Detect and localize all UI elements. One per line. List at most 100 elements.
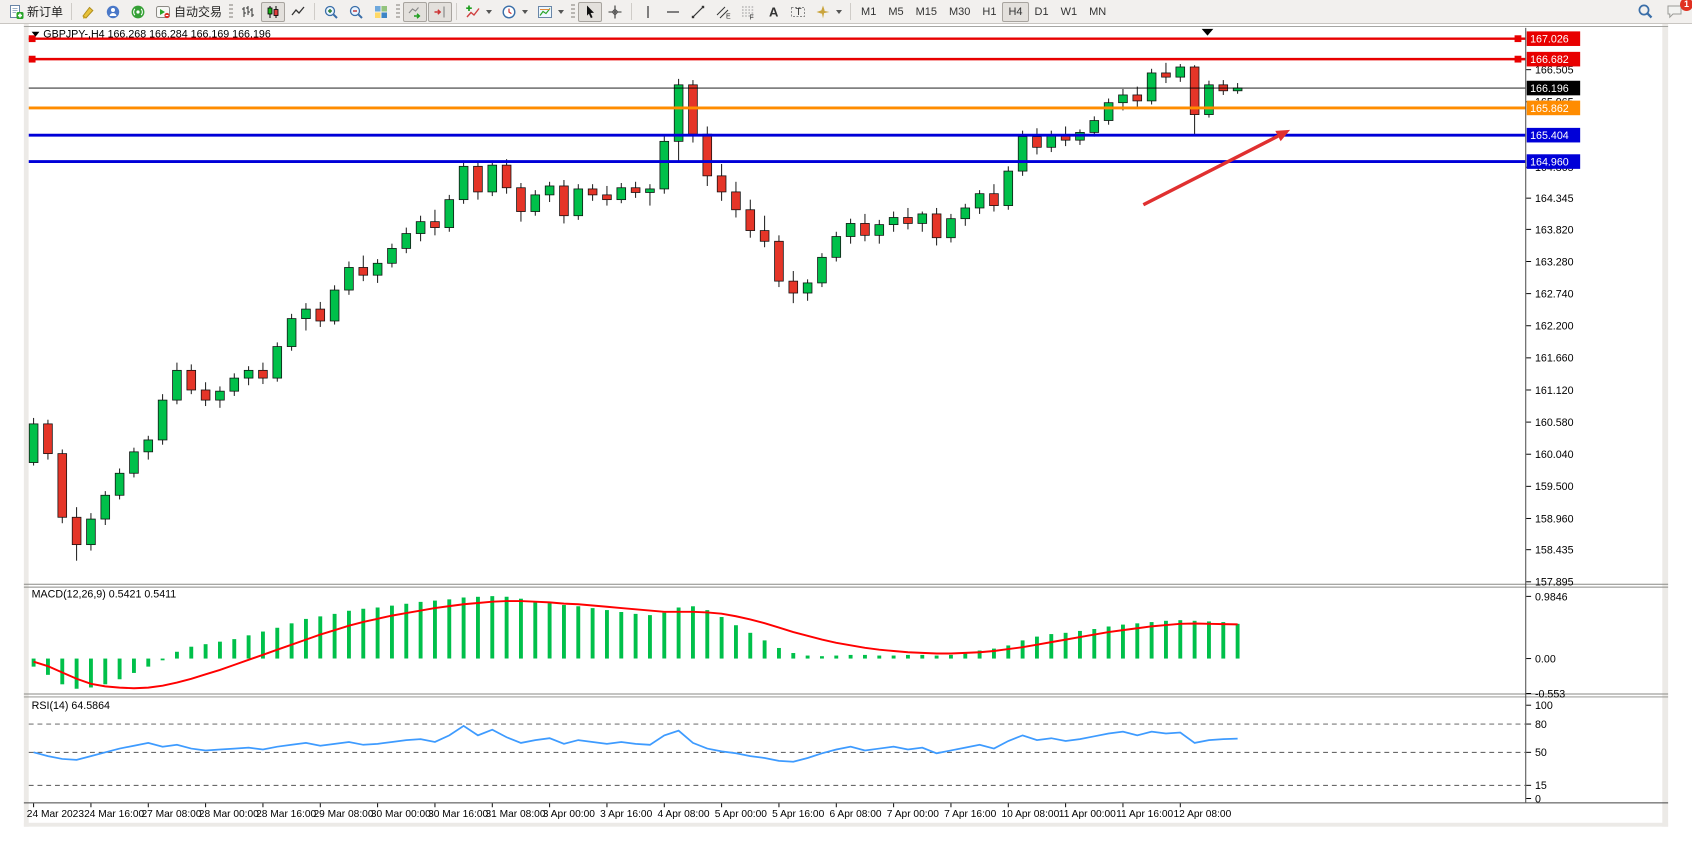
time-label: 11 Apr 16:00 [1116,809,1173,820]
horizontal-level-lines[interactable] [28,35,1526,164]
timeframe-button-M1[interactable]: M1 [855,2,882,22]
candle-down [860,223,870,236]
candle-down [559,185,569,217]
templates-dropdown-button[interactable] [533,2,568,22]
timeframe-button-MN[interactable]: MN [1083,2,1112,22]
candle-down [501,164,512,189]
candle-up [802,282,813,294]
svg-text:F: F [750,14,754,20]
candlestick-chart-icon [267,5,279,18]
candle-down [1161,72,1171,78]
timeframe-button-H4[interactable]: H4 [1002,1,1029,22]
text-label-tool-button[interactable]: T [786,2,810,22]
candle-up [831,236,842,258]
candle-down [903,217,913,224]
timeframe-button-M5[interactable]: M5 [882,2,909,22]
arrows-dropdown-button[interactable] [811,2,846,22]
time-label: 4 Apr 08:00 [657,809,709,820]
candle-down [71,516,82,546]
tile-windows-button[interactable] [369,2,393,22]
timeframe-button-D1[interactable]: D1 [1029,2,1055,22]
navigator-button[interactable] [101,2,125,22]
timeframe-button-W1[interactable]: W1 [1055,2,1084,22]
zoom-out-button[interactable] [344,2,368,22]
horizontal-line-icon [667,10,680,13]
trendline-tool-button[interactable] [686,2,710,22]
channel-tool-button[interactable]: E [711,2,735,22]
panel-splitter-macd[interactable] [23,583,1669,588]
bar-chart-button[interactable] [236,2,260,22]
chart-shift-marker[interactable] [1201,28,1214,36]
rsi-axis-label: 0 [1535,793,1541,805]
time-label: 10 Apr 08:00 [1001,809,1059,820]
periods-dropdown-button[interactable] [497,2,532,22]
price-tick-label: 163.280 [1535,256,1574,268]
arrow-shaft[interactable] [1142,134,1279,207]
candle-down [688,84,698,135]
new-order-button[interactable]: 新订单 [4,2,67,22]
candle-up [1046,135,1057,148]
candle-up [573,188,584,217]
candle-up [444,199,455,228]
timeframe-button-M30[interactable]: M30 [943,2,976,22]
vertical-line-tool-button[interactable] [636,2,660,22]
price-tick-label: 164.345 [1535,193,1574,205]
svg-text:A: A [769,4,779,19]
time-label: 7 Apr 00:00 [887,809,939,820]
candle-down [759,230,770,242]
zoom-in-button[interactable] [319,2,343,22]
fibonacci-tool-button[interactable]: F [736,2,760,22]
line-chart-button[interactable] [286,2,310,22]
cursor-button[interactable] [578,1,603,22]
resistance-line-1-handle[interactable] [1514,35,1522,43]
signal-button[interactable] [126,2,150,22]
rsi-indicator [28,723,1526,786]
horizontal-line-tool-button[interactable] [661,2,685,22]
indicators-dropdown-button[interactable] [461,2,496,22]
text-icon: A [769,4,779,19]
macd-axis-label: 0.9846 [1535,591,1568,603]
auto-scroll-button[interactable] [403,1,428,22]
resistance-line-2-handle[interactable] [1514,55,1522,63]
time-label: 12 Apr 08:00 [1173,809,1231,820]
text-tool-button[interactable]: A [761,2,785,22]
candle-up [659,140,670,190]
price-axis-badges: 167.026 166.682 166.196 165.862 165.404 164.9… [1526,31,1581,169]
price-badge [1526,51,1581,67]
candle-down [200,389,211,401]
chart-title: GBPJPY-,H4 166.268 166.284 166.169 166.1… [43,29,271,41]
candle-up [1103,102,1114,121]
highlighter-button[interactable] [76,2,100,22]
search-button[interactable] [1633,2,1658,22]
candle-up [1003,170,1014,206]
time-label: 24 Mar 16:00 [84,809,144,820]
price-plot-area[interactable] [28,27,1526,582]
candle-down [315,308,326,322]
candle-up [243,369,254,379]
auto-scroll-icon [408,6,421,19]
price-tick-label: 159.500 [1535,481,1574,493]
price-badge-label: 167.026 [1530,34,1569,46]
search-icon [1638,4,1653,19]
annotation-arrow[interactable] [1142,129,1291,207]
chart-shift-button[interactable] [428,1,453,22]
candlestick-chart-button[interactable] [261,1,286,22]
crosshair-button[interactable] [603,2,627,22]
candle-up [387,248,397,264]
timeframe-button-M15[interactable]: M15 [910,2,943,22]
autotrading-button[interactable]: 自动交易 [151,2,226,22]
candle-up [817,256,827,284]
symbol-dropdown-icon[interactable] [31,31,40,37]
arrow-head[interactable] [1275,129,1291,142]
timeframe-button-H1[interactable]: H1 [976,2,1002,22]
candle-up [974,193,985,209]
resistance-line-1-handle[interactable] [28,35,36,43]
resistance-line-2-handle[interactable] [28,55,36,63]
panel-splitter-rsi[interactable] [23,693,1669,698]
notification-badge[interactable]: 1 [1680,0,1692,11]
candle-up [1204,84,1214,115]
candle-up [415,221,426,234]
candle-up [960,207,971,220]
candle-up [129,451,139,474]
